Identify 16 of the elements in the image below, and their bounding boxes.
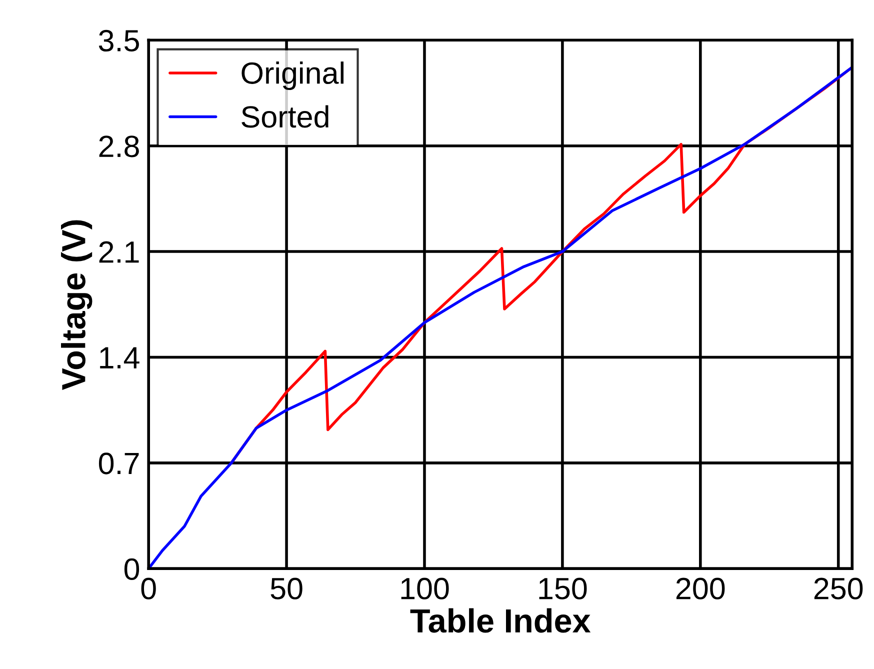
legend-label: Original — [242, 62, 344, 90]
y-tick-label: 1.4 — [100, 347, 140, 368]
y-axis-title: Voltage (V) — [61, 220, 92, 390]
y-tick-label: 0 — [124, 558, 140, 580]
x-tick-label: 150 — [539, 578, 587, 600]
y-tick-label: 2.1 — [99, 241, 139, 263]
legend-label: Sorted — [242, 105, 328, 128]
x-tick-label: 0 — [141, 578, 156, 600]
y-tick-label: 0.7 — [98, 452, 139, 474]
x-axis-title: Table Index — [410, 608, 591, 633]
x-tick-label: 200 — [676, 578, 725, 600]
x-tick-label: 100 — [401, 578, 449, 600]
x-tick-label: 50 — [270, 578, 302, 600]
y-tick-label: 3.5 — [98, 30, 139, 52]
x-tick-label: 250 — [814, 578, 863, 600]
y-tick-label: 2.8 — [99, 136, 139, 158]
